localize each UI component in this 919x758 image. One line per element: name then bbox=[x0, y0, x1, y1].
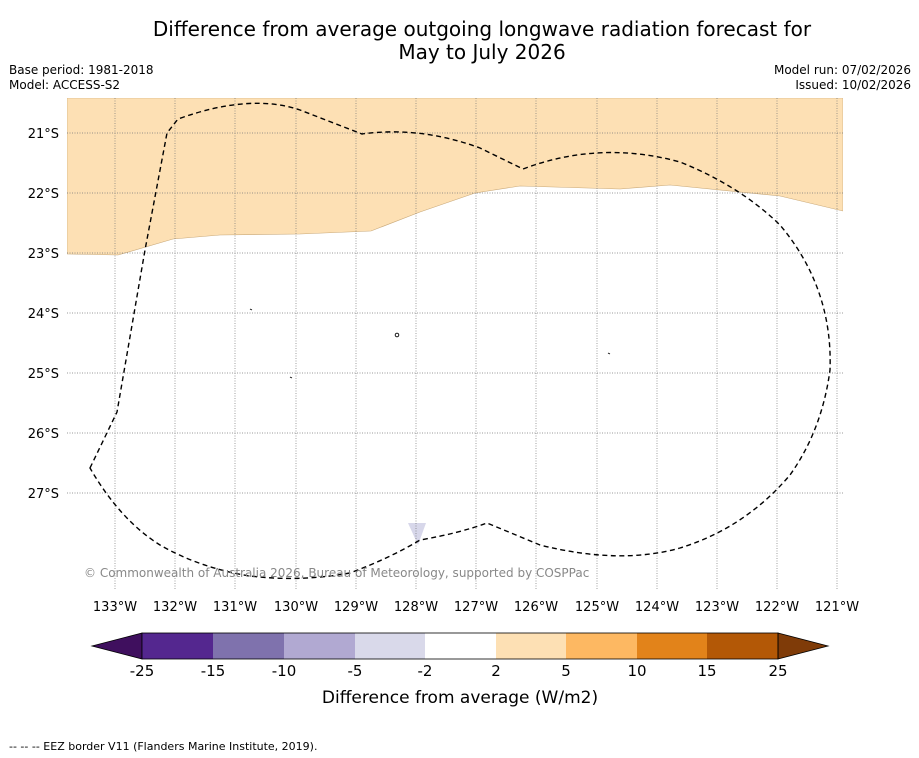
model-run-text: Model run: 07/02/2026 bbox=[773, 63, 911, 77]
negative-anomaly-blip bbox=[408, 523, 426, 545]
colorbar-segment bbox=[355, 633, 425, 659]
meta-left: Base period: 1981-2018 Model: ACCESS-S2 bbox=[9, 63, 154, 93]
colorbar-segment bbox=[496, 633, 566, 659]
colorbar-ticks: -25 -15 -10 -5 -2 2 5 10 15 25 bbox=[130, 662, 788, 680]
lon-label: 129°W bbox=[334, 600, 378, 615]
graticule bbox=[67, 98, 843, 590]
lon-label: 127°W bbox=[454, 600, 498, 615]
base-period-text: Base period: 1981-2018 bbox=[9, 63, 154, 77]
model-text: Model: ACCESS-S2 bbox=[9, 78, 121, 92]
islands bbox=[249, 308, 611, 379]
lon-label: 131°W bbox=[213, 600, 257, 615]
title-line-2: May to July 2026 bbox=[398, 40, 566, 64]
colorbar-tick: 2 bbox=[491, 662, 501, 680]
lat-label: 24°S bbox=[28, 307, 59, 322]
colorbar-tick: 10 bbox=[627, 662, 646, 680]
colorbar-tick: 5 bbox=[561, 662, 571, 680]
colorbar-tick: -10 bbox=[272, 662, 297, 680]
colorbar-high-arrow bbox=[777, 632, 830, 660]
copyright-notice: © Commonwealth of Australia 2026, Bureau… bbox=[84, 566, 589, 580]
island-henderson bbox=[289, 376, 293, 379]
lon-label: 128°W bbox=[394, 600, 438, 615]
colorbar-tick: -15 bbox=[201, 662, 226, 680]
lat-label: 23°S bbox=[28, 247, 59, 262]
colorbar-segment bbox=[142, 633, 213, 659]
latitude-labels: 21°S 22°S 23°S 24°S 25°S 26°S 27°S bbox=[28, 127, 59, 502]
footnote-eez-source: -- -- -- EEZ border V11 (Flanders Marine… bbox=[9, 740, 318, 753]
lat-label: 25°S bbox=[28, 367, 59, 382]
longitude-labels: 133°W 132°W 131°W 130°W 129°W 128°W 127°… bbox=[93, 600, 859, 615]
colorbar-segment bbox=[566, 633, 637, 659]
lon-label: 122°W bbox=[755, 600, 799, 615]
colorbar-tick: -5 bbox=[348, 662, 363, 680]
colorbar-label: Difference from average (W/m2) bbox=[322, 688, 598, 708]
lon-label: 133°W bbox=[93, 600, 137, 615]
colorbar-tick: 25 bbox=[768, 662, 787, 680]
lon-label: 123°W bbox=[695, 600, 739, 615]
lon-label: 130°W bbox=[274, 600, 318, 615]
lon-label: 132°W bbox=[153, 600, 197, 615]
colorbar-outline bbox=[141, 632, 779, 660]
map-title: Difference from average outgoing longwav… bbox=[40, 18, 919, 64]
island-pitcairn bbox=[394, 332, 400, 338]
lon-label: 125°W bbox=[575, 600, 619, 615]
colorbar: -25 -15 -10 -5 -2 2 5 10 15 25 Differenc… bbox=[90, 632, 830, 708]
lat-label: 26°S bbox=[28, 427, 59, 442]
meta-right: Model run: 07/02/2026 Issued: 10/02/2026 bbox=[774, 63, 911, 93]
colorbar-tick: -25 bbox=[130, 662, 155, 680]
title-line-1: Difference from average outgoing longwav… bbox=[152, 17, 812, 41]
colorbar-tick: -2 bbox=[418, 662, 433, 680]
colorbar-segment bbox=[213, 633, 284, 659]
island-oeno bbox=[607, 352, 611, 355]
lon-label: 124°W bbox=[635, 600, 679, 615]
lon-label: 121°W bbox=[815, 600, 859, 615]
colorbar-segment bbox=[425, 633, 496, 659]
lon-label: 126°W bbox=[514, 600, 558, 615]
colorbar-segment bbox=[707, 633, 778, 659]
island-ducie bbox=[249, 308, 253, 311]
colorbar-segment bbox=[637, 633, 707, 659]
lat-label: 22°S bbox=[28, 187, 59, 202]
colorbar-tick: 15 bbox=[697, 662, 716, 680]
colorbar-segment bbox=[284, 633, 355, 659]
issued-text: Issued: 10/02/2026 bbox=[795, 78, 911, 92]
map-area: © Commonwealth of Australia 2026, Bureau… bbox=[67, 98, 843, 590]
lat-label: 27°S bbox=[28, 487, 59, 502]
lat-label: 21°S bbox=[28, 127, 59, 142]
colorbar-low-arrow bbox=[90, 632, 143, 660]
